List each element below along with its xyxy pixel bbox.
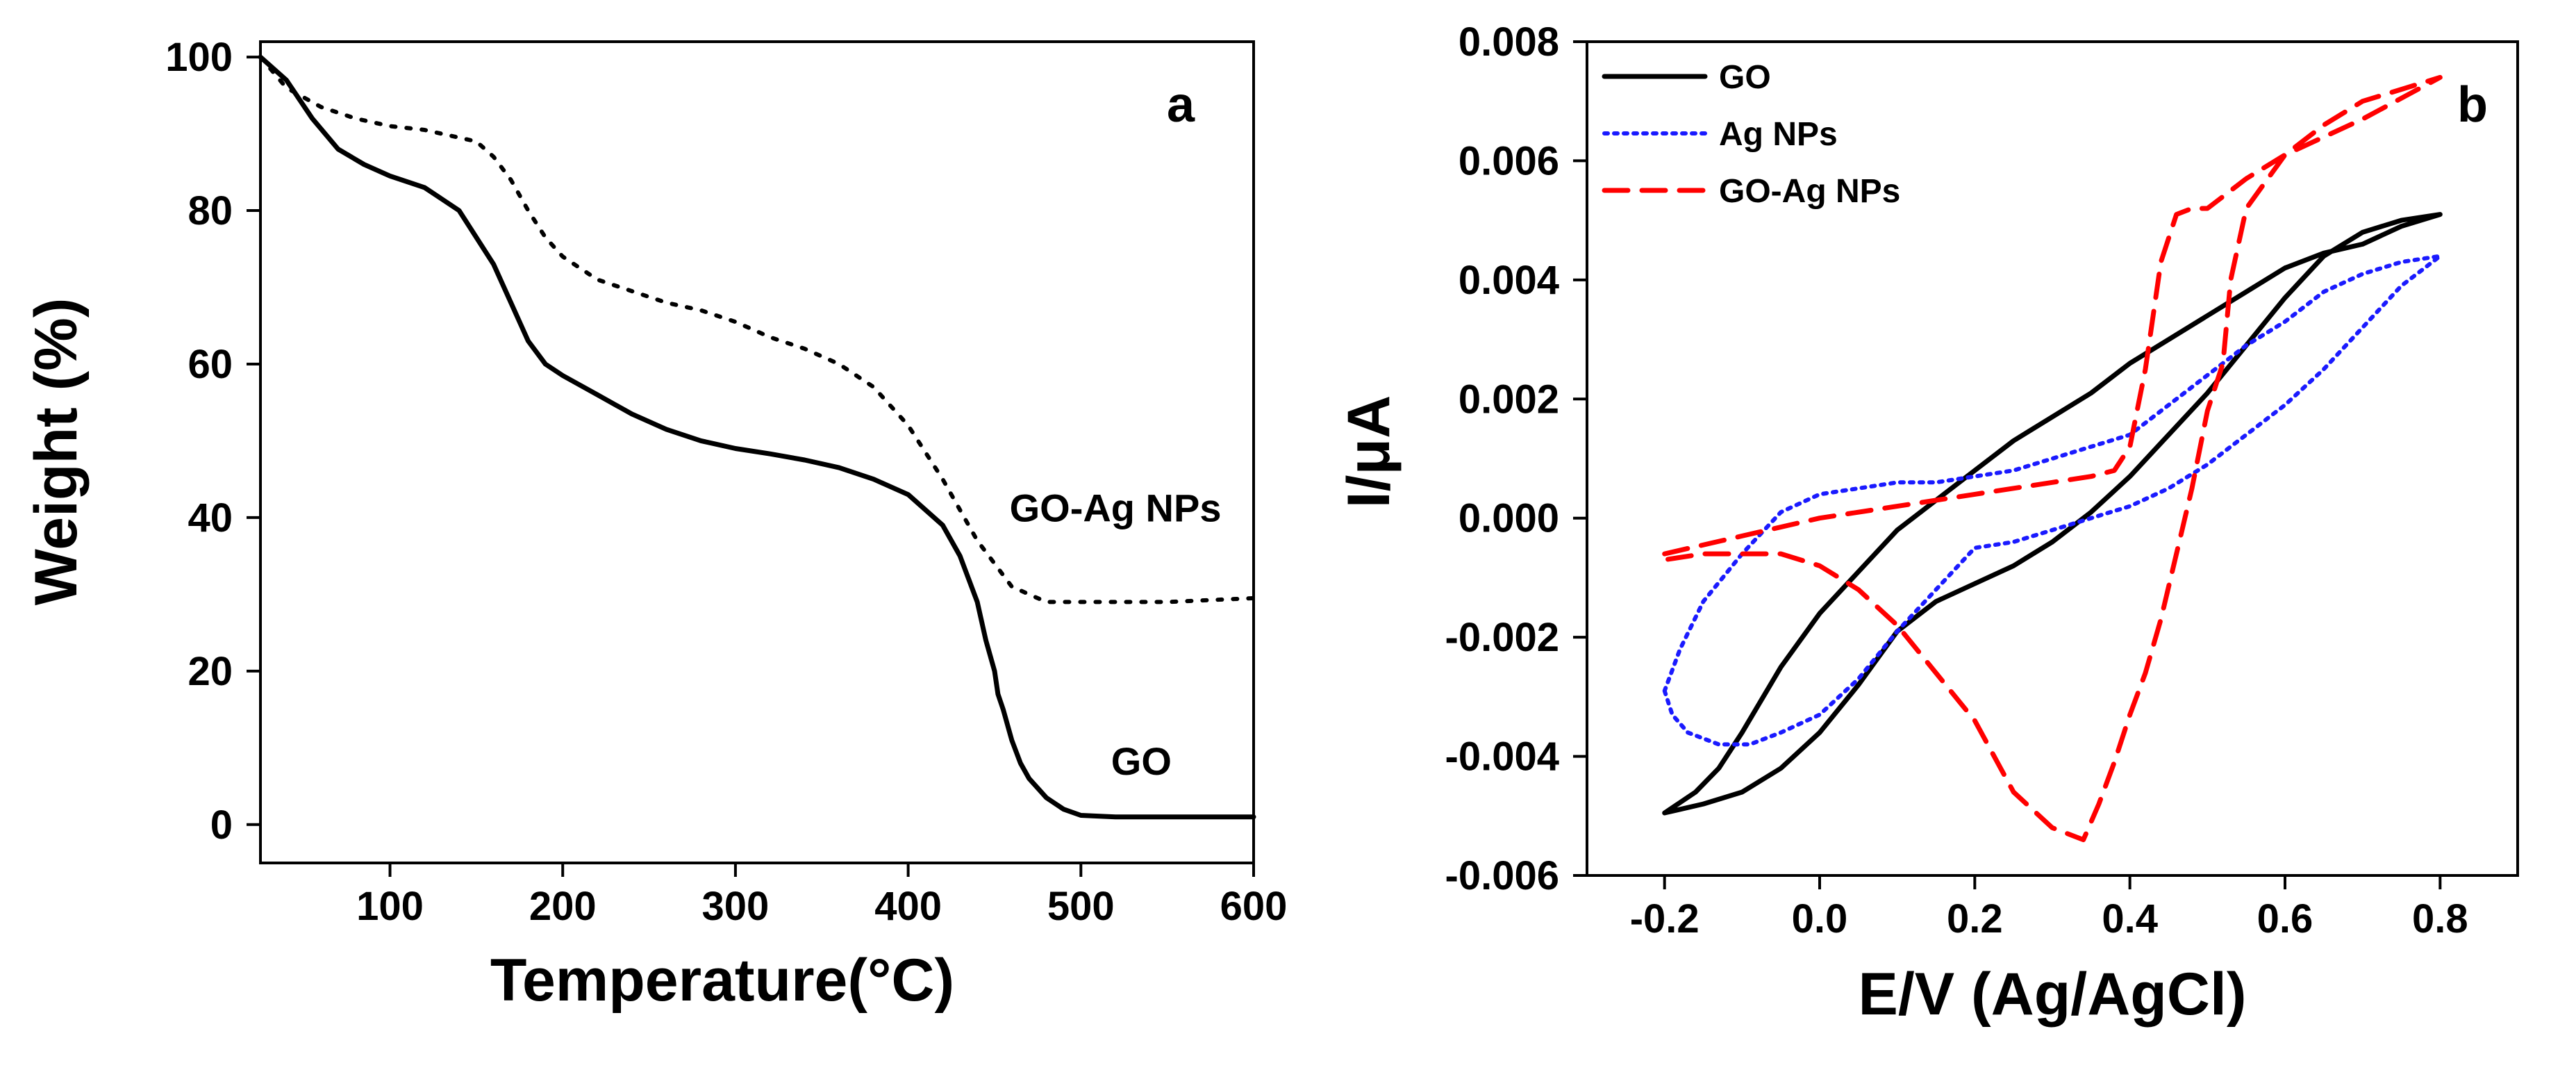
panel-b-y-axis-title: I/μA (1336, 395, 1402, 509)
panel-b-y-tick-label: 0.008 (1459, 19, 1559, 65)
panel-b-x-axis-title: E/V (Ag/AgCl) (1859, 961, 2247, 1028)
panel-a-x-tick-label: 100 (356, 884, 424, 929)
panel-a-plot-area (258, 54, 1256, 820)
panel-b-ticks: -0.2 0.0 0.2 0.4 0.6 0.8 -0.006 -0.004 -0.002 0.0… (1445, 19, 2468, 941)
panel-b-x-tick-label: 0.2 (1947, 896, 2003, 941)
panel-a-x-tick-label: 500 (1047, 884, 1115, 929)
panel-a-y-tick-label: 80 (188, 188, 233, 233)
panel-b-y-tick-label: 0.006 (1459, 138, 1559, 183)
legend-label-ag-nps: Ag NPs (1719, 116, 1838, 153)
panel-b-plot-area (1662, 74, 2443, 843)
panel-a-annotation-go: GO (1111, 739, 1172, 783)
panel-a-x-tick-label: 600 (1220, 884, 1288, 929)
panel-b-x-tick-label: 0.0 (1792, 896, 1848, 941)
panel-b-x-tick-label: 0.4 (2102, 896, 2158, 941)
panel-b-y-tick-label: 0.002 (1459, 377, 1559, 422)
panel-b-y-tick-label: 0.004 (1459, 258, 1559, 303)
panel-b-legend: GO Ag NPs GO-Ag NPs (1602, 59, 1900, 210)
panel-a-ticks: 100 200 300 400 500 600 0 20 40 60 80 100 (165, 35, 1287, 929)
panel-a-y-tick-label: 60 (188, 342, 233, 387)
panel-b-series-ag-nps (1662, 254, 2443, 747)
panel-a-y-tick-label: 0 (210, 802, 233, 848)
panel-a-y-tick-label: 100 (165, 35, 233, 80)
panel-b-letter: b (2457, 77, 2488, 133)
panel-b: -0.2 0.0 0.2 0.4 0.6 0.8 -0.006 -0.004 -0.002 0.0… (1336, 19, 2519, 1028)
panel-a-x-tick-label: 300 (702, 884, 770, 929)
panel-a: 100 200 300 400 500 600 0 20 40 60 80 100 a Tempera… (23, 35, 1287, 1014)
panel-a-x-axis-title: Temperature(°C) (490, 947, 954, 1014)
panel-a-series-go-ag-nps (258, 55, 1256, 604)
panel-a-y-tick-label: 40 (188, 495, 233, 541)
panel-a-x-tick-label: 200 (529, 884, 597, 929)
panel-a-series-go (258, 54, 1256, 820)
panel-b-x-tick-label: 0.6 (2257, 896, 2313, 941)
panel-b-x-tick-label: -0.2 (1630, 896, 1700, 941)
panel-a-x-tick-label: 400 (874, 884, 942, 929)
panel-a-y-tick-label: 20 (188, 649, 233, 694)
panel-a-frame (259, 40, 1255, 864)
panel-b-series-go (1662, 212, 2443, 816)
panel-a-letter: a (1167, 77, 1195, 133)
panel-b-x-tick-label: 0.8 (2412, 896, 2468, 941)
panel-b-y-tick-label: -0.002 (1445, 615, 1559, 660)
panel-b-series-go-ag-nps (1662, 74, 2443, 843)
legend-label-go: GO (1719, 59, 1771, 96)
panel-b-y-tick-label: 0.000 (1459, 496, 1559, 541)
panel-b-frame (1586, 40, 2519, 877)
panel-a-y-axis-title: Weight (%) (23, 298, 90, 606)
panel-a-annotation-go-ag-nps: GO-Ag NPs (1010, 486, 1222, 529)
panel-b-y-tick-label: -0.006 (1445, 853, 1559, 898)
panel-b-y-tick-label: -0.004 (1445, 734, 1559, 780)
legend-label-go-ag-nps: GO-Ag NPs (1719, 173, 1900, 210)
panel-a-annotations: GO-Ag NPs GO (1010, 486, 1222, 783)
